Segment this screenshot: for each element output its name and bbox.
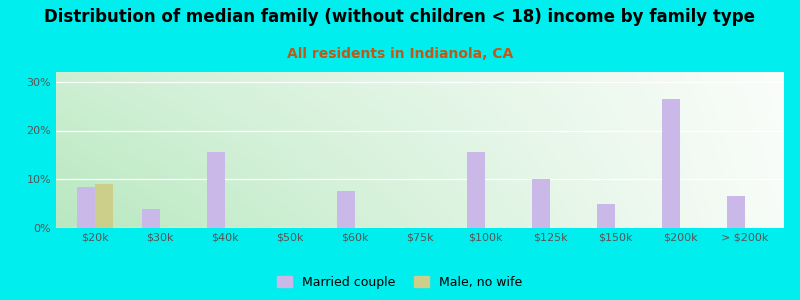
Bar (95, 184, 114, 228)
Text: Distribution of median family (without children < 18) income by family type: Distribution of median family (without c… (45, 8, 755, 26)
Bar (662, 99, 680, 228)
Bar (337, 191, 355, 228)
Bar (206, 152, 225, 228)
Legend: Married couple, Male, no wife: Married couple, Male, no wife (272, 271, 528, 294)
Bar (597, 204, 615, 228)
Bar (142, 208, 160, 228)
Text: All residents in Indianola, CA: All residents in Indianola, CA (287, 46, 513, 61)
Bar (467, 152, 485, 228)
Bar (726, 196, 745, 228)
Bar (532, 179, 550, 228)
Bar (77, 187, 95, 228)
